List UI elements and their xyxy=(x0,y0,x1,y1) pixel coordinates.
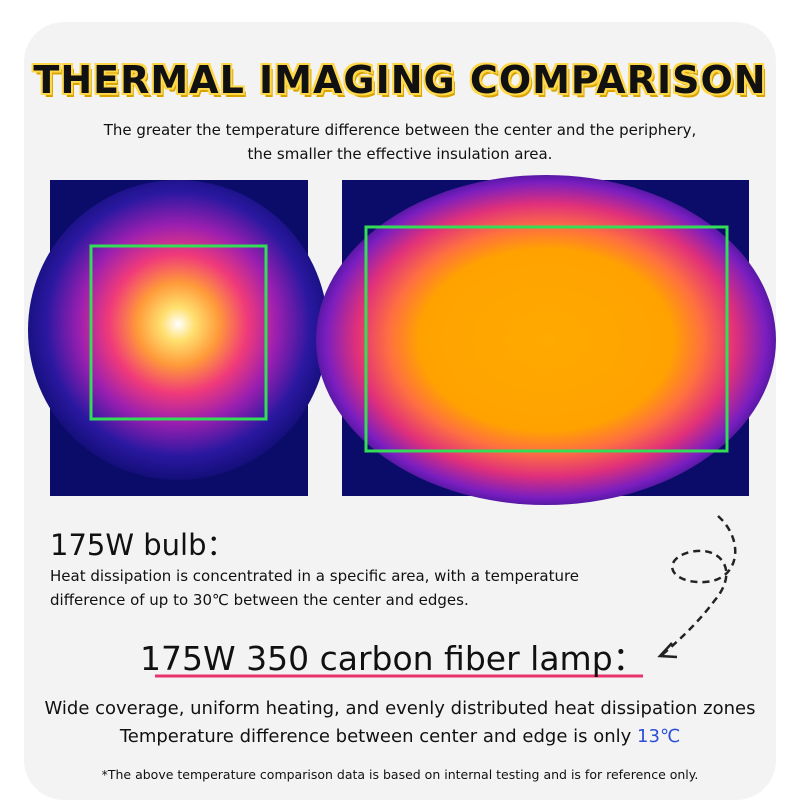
title: THERMAL IMAGING COMPARISON xyxy=(33,58,767,102)
description: Temperature difference between center an… xyxy=(0,726,800,747)
frame xyxy=(364,225,729,453)
description: Heat dissipation is concentrated in a sp… xyxy=(50,567,580,585)
description: Wide coverage, uniform heating, and even… xyxy=(44,698,756,719)
heading: 175W 350 carbon fiber lamp： xyxy=(140,639,646,678)
subtitle: the smaller the effective insulation are… xyxy=(247,145,553,163)
description: difference of up to 30℃ between the cent… xyxy=(50,591,469,609)
difference-text: Temperature difference between center an… xyxy=(119,726,638,747)
footnote: *The above temperature comparison data i… xyxy=(101,767,699,782)
difference-value: 13℃ xyxy=(637,726,681,747)
heading: 175W bulb： xyxy=(50,528,236,562)
frame xyxy=(89,244,268,421)
subtitle: The greater the temperature difference b… xyxy=(103,121,697,139)
arrow xyxy=(661,515,737,656)
arrow-head xyxy=(657,642,678,659)
heat-spot xyxy=(28,180,328,480)
heat-zone xyxy=(316,175,776,505)
